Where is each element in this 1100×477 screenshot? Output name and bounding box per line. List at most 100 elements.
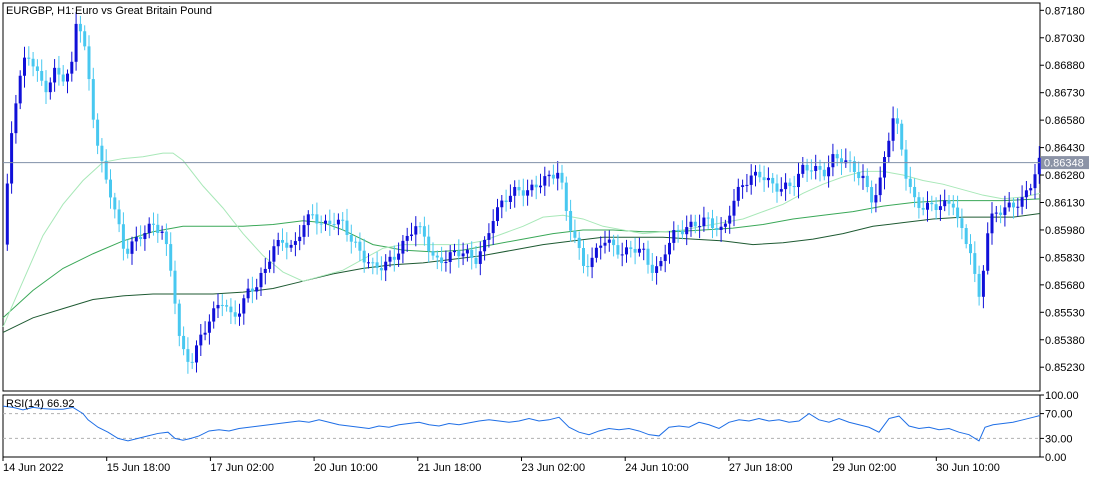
candle-body [23,57,26,76]
candle-body [169,244,173,271]
candle-body [160,231,164,234]
candle-body [745,184,749,186]
candle-body [551,174,555,179]
price-axis-label: 0.86880 [1045,60,1085,72]
candle-body [315,214,319,224]
candle-body [719,226,723,231]
time-axis-label: 20 Jun 10:00 [314,462,378,474]
candle-body [117,209,121,225]
candle-body [526,190,530,196]
candle-body [883,157,886,178]
candle-body [130,241,134,254]
candle-body [87,46,91,80]
candle-body [569,210,573,231]
ma-mid-line [2,198,1041,319]
candle-body [431,251,435,256]
candle-body [1012,202,1015,208]
time-axis-label: 27 Jun 18:00 [729,462,793,474]
candlesticks [5,12,1041,374]
candle-body [711,218,714,228]
candle-body [831,154,835,168]
candle-body [259,272,263,288]
candle-body [938,206,942,210]
candle-body [1007,202,1011,208]
candle-body [504,200,508,202]
candle-body [586,265,590,268]
candle-body [878,177,882,196]
candle-body [934,204,938,210]
candle-body [268,261,272,269]
candle-body [401,240,405,254]
candle-body [457,250,461,257]
candle-body [706,217,710,219]
candle-body [61,74,65,82]
price-panel[interactable] [2,2,1041,392]
candle-body [113,197,117,210]
candle-body [470,249,474,258]
price-axis-label: 0.85380 [1045,335,1085,347]
candle-body [367,262,370,264]
rsi-levels [3,413,1040,439]
candle-body [216,304,220,309]
candle-body [14,103,18,134]
candle-body [926,202,929,210]
candle-body [444,261,448,264]
candle-body [332,224,336,226]
price-axis-label: 0.85530 [1045,307,1085,319]
candle-body [650,264,654,273]
candle-body [453,250,456,253]
candle-body [233,312,237,317]
time-axis-label: 30 Jun 10:00 [936,462,1000,474]
candle-body [126,248,130,254]
candle-body [913,186,917,198]
candle-body [104,160,108,180]
candle-body [18,75,22,104]
candle-body [164,231,168,245]
candle-body [156,224,160,234]
candle-body [31,58,35,67]
candle-body [246,288,250,299]
candle-body [646,248,650,265]
candle-body [302,225,306,237]
candle-body [345,220,349,235]
candle-body [311,214,315,216]
candle-body [702,217,706,227]
candle-body [40,70,44,81]
candle-body [835,154,839,159]
price-axis-label: 0.87180 [1045,5,1085,17]
time-axis-label: 14 Jun 2022 [3,462,64,474]
candle-body [238,313,241,317]
candle-body [195,345,198,363]
candle-body [397,253,401,260]
rsi-axis-label: 30.00 [1045,433,1073,445]
candle-body [771,177,775,184]
candle-body [392,256,396,260]
ma-slow-line [2,212,1041,333]
current-price-label: 0.86348 [1044,158,1084,170]
candle-body [822,169,826,177]
candle-body [990,213,994,234]
moving-averages [2,152,1041,333]
candle-body [625,247,628,255]
candle-body [1003,207,1007,215]
candle-body [418,226,422,228]
candle-body [199,334,203,346]
candle-body [319,223,323,225]
candle-body [904,149,908,179]
candle-body [487,233,491,240]
candle-body [70,61,74,74]
candle-body [663,254,667,262]
candle-body [582,247,585,266]
candle-body [698,226,702,228]
candle-body [10,133,14,184]
candle-body [693,221,697,227]
candle-body [573,230,577,238]
candle-body [741,185,745,187]
candle-body [612,239,616,246]
candle-body [788,182,792,187]
candle-body [203,332,207,335]
candle-body [341,219,345,221]
candle-body [53,67,57,83]
rsi-panel[interactable] [2,394,1041,458]
